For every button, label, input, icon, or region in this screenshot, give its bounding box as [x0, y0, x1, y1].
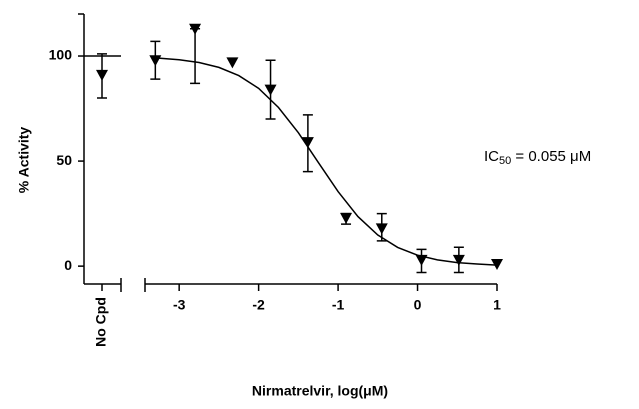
marker	[264, 84, 277, 96]
marker	[189, 23, 202, 35]
annotation-text: IC	[484, 148, 499, 165]
marker	[452, 254, 465, 266]
marker	[96, 69, 108, 81]
x-tick-label: 0	[414, 297, 422, 313]
category-label: No Cpd	[93, 297, 109, 347]
x-tick-label: -3	[173, 297, 186, 313]
y-tick-label: 100	[49, 47, 73, 63]
marker	[340, 212, 353, 224]
marker	[226, 57, 239, 69]
marker	[375, 223, 388, 235]
y-tick-label: 50	[56, 152, 72, 168]
x-axis-label: Nirmatrelvir, log(μM)	[252, 383, 388, 399]
annotation-subscript: 50	[499, 155, 511, 167]
error-bar	[190, 27, 201, 85]
annotation-rest: = 0.055 μM	[511, 148, 591, 165]
marker	[301, 137, 314, 149]
fit-curve	[155, 57, 498, 266]
x-tick-label: -2	[252, 297, 265, 313]
marker	[415, 254, 428, 266]
x-tick-label: -1	[332, 297, 345, 313]
y-axis-label: % Activity	[16, 127, 32, 194]
x-tick-label: 1	[493, 297, 501, 313]
y-tick-label: 0	[64, 257, 72, 273]
marker	[491, 259, 503, 271]
ic50-annotation: IC50 = 0.055 μM	[484, 148, 591, 167]
marker	[149, 55, 162, 67]
